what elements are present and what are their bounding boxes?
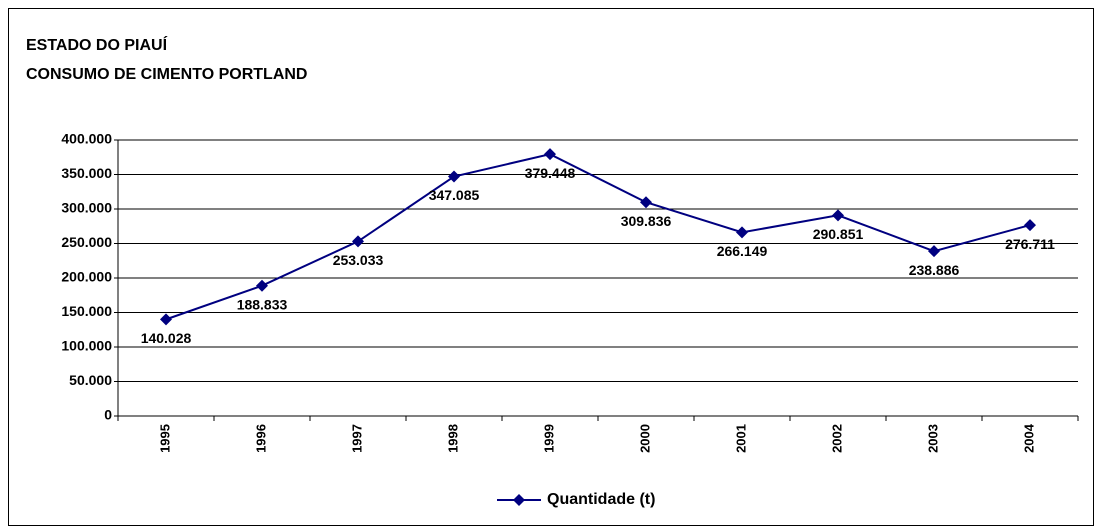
x-tick-label: 2000 [637,424,652,453]
data-label: 290.851 [813,226,864,242]
chart-title: ESTADO DO PIAUÍ [26,35,168,54]
y-tick-label: 200.000 [61,269,112,285]
data-label: 266.149 [717,243,768,259]
point [160,313,172,326]
y-tick-label: 400.000 [61,131,112,147]
point [832,209,844,222]
x-tick-label: 2004 [1021,423,1036,453]
data-label: 253.033 [333,252,384,268]
line [165,153,1031,321]
data-label: 188.833 [237,296,288,312]
chart-title: CONSUMO DE CIMENTO PORTLAND [26,66,307,83]
x-tick-label: 2003 [925,424,940,453]
y-tick-label: 300.000 [61,200,112,216]
x-tick-label: 1996 [253,424,268,453]
point [928,245,940,258]
point [513,494,525,506]
x-tick-label: 1997 [349,424,364,453]
data-label: 238.886 [909,262,960,278]
y-tick-label: 100.000 [61,338,112,354]
legend-label: Quantidade (t) [547,491,655,508]
point [352,235,364,248]
y-tick-label: 50.000 [69,372,112,388]
data-label: 347.085 [429,187,480,203]
data-label: 309.836 [621,213,672,229]
y-tick-label: 350.000 [61,165,112,181]
x-tick-label: 1998 [445,424,460,453]
point [736,226,748,239]
chart-border [8,8,1094,526]
point [256,279,268,292]
y-tick-label: 250.000 [61,234,112,250]
data-label: 276.711 [1005,236,1055,252]
point [1024,219,1036,232]
x-tick-label: 2002 [829,424,844,453]
x-tick-label: 1995 [157,424,172,453]
point [640,196,652,209]
point [448,170,460,183]
data-label: 379.448 [525,165,576,181]
y-tick-label: 0 [104,407,112,423]
y-tick-label: 150.000 [61,303,112,319]
x-tick-label: 2001 [733,424,748,453]
point [544,148,556,161]
data-label: 140.028 [141,330,192,346]
x-tick-label: 1999 [541,424,556,453]
